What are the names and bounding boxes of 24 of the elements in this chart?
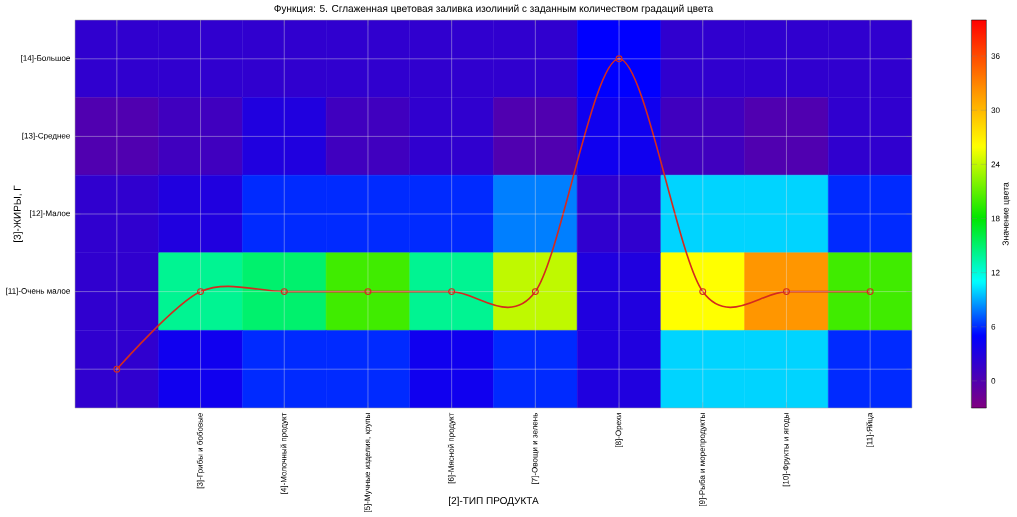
color-bar-label: 36 bbox=[991, 53, 1000, 59]
x-tick-label: [9]-Рыба и морепродукты bbox=[698, 413, 707, 507]
x-tick-label: [10]-Фрукты и ягоды bbox=[782, 413, 791, 487]
x-tick-label: [3]-Грибы и бобовые bbox=[196, 413, 205, 489]
chart-title: Функция: 5. Сглаженная цветовая заливка изолиний с заданным количеством градаций цвета bbox=[274, 4, 714, 14]
color-bar-label: 0 bbox=[991, 378, 996, 384]
color-bar-title: Значение цвета bbox=[1002, 182, 1011, 246]
color-bar-label: 18 bbox=[991, 215, 1000, 222]
color-bar-label: 30 bbox=[991, 107, 1000, 114]
x-tick-label: [7]-Овощи и зелень bbox=[531, 413, 540, 484]
y-tick-label: [12]-Малое bbox=[30, 210, 70, 218]
y-axis-title: [3]-ЖИРЫ, Г bbox=[13, 185, 23, 242]
x-axis-title: [2]-ТИП ПРОДУКТА bbox=[449, 496, 539, 507]
x-tick-label: [4]-Молочный продукт bbox=[280, 412, 289, 494]
x-tick-label: [8]-Орехи bbox=[615, 413, 623, 448]
y-tick-label: [13]-Среднее bbox=[22, 132, 70, 141]
x-tick-label: [5]-Мучные изделия, крупы bbox=[364, 413, 372, 513]
y-tick-label: [11]-Очень малое bbox=[6, 287, 70, 296]
color-bar-label: 12 bbox=[991, 269, 1000, 276]
color-bar-label: 6 bbox=[991, 323, 996, 330]
x-tick-label: [6]-Мясной продукт bbox=[447, 412, 456, 484]
color-bar-label: 24 bbox=[991, 161, 1000, 168]
x-tick-label: [11]-Яйца bbox=[866, 412, 874, 447]
y-tick-label: [14]-Большое bbox=[21, 55, 70, 63]
